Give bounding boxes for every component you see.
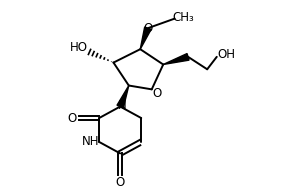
Text: HO: HO (69, 41, 88, 54)
Polygon shape (140, 27, 151, 49)
Text: O: O (67, 112, 77, 125)
Text: NH: NH (82, 135, 100, 148)
Text: O: O (152, 87, 162, 100)
Text: CH₃: CH₃ (172, 11, 194, 24)
Text: O: O (116, 176, 125, 189)
Polygon shape (163, 54, 189, 64)
Text: N: N (118, 99, 126, 112)
Text: OH: OH (217, 48, 235, 61)
Text: O: O (144, 22, 153, 35)
Polygon shape (117, 86, 129, 108)
